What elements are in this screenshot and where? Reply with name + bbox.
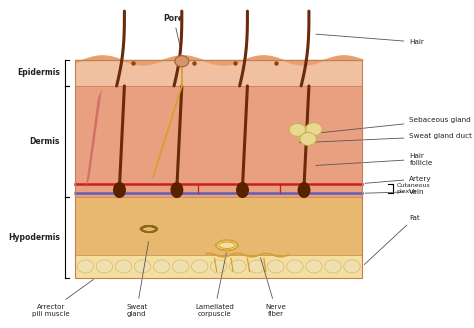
Circle shape	[77, 260, 94, 273]
Circle shape	[297, 127, 313, 140]
Text: Dermis: Dermis	[30, 137, 60, 146]
Circle shape	[325, 260, 341, 273]
Circle shape	[154, 260, 170, 273]
Circle shape	[115, 260, 132, 273]
Text: Arrector
pili muscle: Arrector pili muscle	[32, 279, 93, 317]
Bar	[75, 255, 362, 278]
Text: Hypodermis: Hypodermis	[8, 233, 60, 242]
Polygon shape	[85, 89, 102, 190]
Text: Hair
follicle: Hair follicle	[316, 153, 433, 166]
Bar	[75, 60, 362, 278]
Circle shape	[173, 260, 189, 273]
Text: Cutaneous
plexus: Cutaneous plexus	[396, 183, 430, 194]
Circle shape	[306, 260, 322, 273]
Circle shape	[191, 260, 208, 273]
Text: Vein: Vein	[365, 189, 425, 195]
Circle shape	[344, 260, 360, 273]
Text: Epidermis: Epidermis	[17, 69, 60, 77]
Bar	[75, 60, 362, 86]
Circle shape	[306, 123, 322, 136]
Text: Sweat gland duct: Sweat gland duct	[300, 133, 473, 143]
Text: Artery: Artery	[365, 175, 432, 183]
Circle shape	[289, 123, 306, 136]
Circle shape	[268, 260, 284, 273]
Circle shape	[175, 56, 189, 67]
Text: Lamellated
corpuscle: Lamellated corpuscle	[195, 253, 234, 317]
Ellipse shape	[114, 183, 125, 197]
Ellipse shape	[237, 183, 248, 197]
Circle shape	[134, 260, 151, 273]
Text: Nerve
fiber: Nerve fiber	[261, 258, 286, 317]
Circle shape	[229, 260, 246, 273]
Text: Sweat
gland: Sweat gland	[126, 241, 148, 317]
Text: Pore: Pore	[164, 13, 184, 51]
Ellipse shape	[217, 240, 237, 251]
Text: Sebaceous gland: Sebaceous gland	[320, 117, 471, 133]
Circle shape	[248, 260, 265, 273]
Circle shape	[96, 260, 113, 273]
Bar	[75, 196, 362, 255]
Circle shape	[210, 260, 227, 273]
Circle shape	[300, 133, 316, 145]
Circle shape	[287, 260, 303, 273]
Ellipse shape	[298, 183, 310, 197]
Text: Hair: Hair	[316, 34, 424, 45]
Text: Fat: Fat	[365, 215, 420, 265]
Ellipse shape	[171, 183, 182, 197]
Bar	[75, 86, 362, 196]
